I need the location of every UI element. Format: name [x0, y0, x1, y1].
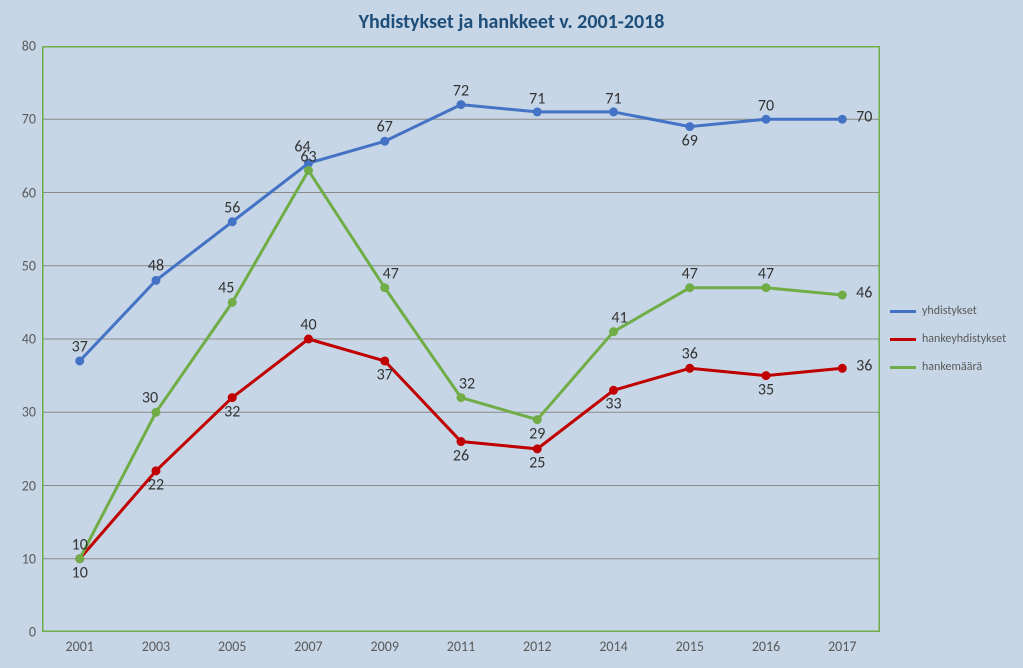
plot-svg	[42, 46, 880, 632]
x-tick-label: 2014	[599, 632, 627, 655]
x-tick-label: 2012	[523, 632, 551, 655]
chart-container: Yhdistykset ja hankkeet v. 2001-2018 010…	[0, 0, 1023, 668]
legend-item: hankemäärä	[890, 360, 1006, 374]
x-tick-label: 2005	[218, 632, 246, 655]
y-tick-label: 80	[22, 38, 42, 55]
x-tick-label: 2016	[752, 632, 780, 655]
x-tick-label: 2011	[447, 632, 475, 655]
x-tick-label: 2015	[676, 632, 704, 655]
chart-title: Yhdistykset ja hankkeet v. 2001-2018	[0, 10, 1023, 34]
legend-item: hankeyhdistykset	[890, 332, 1006, 346]
legend-label: hankemäärä	[922, 360, 982, 374]
legend-swatch	[890, 310, 916, 313]
legend-swatch	[890, 338, 916, 341]
plot-area: 0102030405060708020012003200520072009201…	[42, 46, 880, 632]
y-tick-label: 10	[22, 550, 42, 567]
legend-label: yhdistykset	[922, 304, 977, 318]
y-tick-label: 40	[22, 331, 42, 348]
legend-label: hankeyhdistykset	[922, 332, 1006, 346]
y-tick-label: 60	[22, 184, 42, 201]
y-tick-label: 50	[22, 257, 42, 274]
y-tick-label: 30	[22, 404, 42, 421]
x-tick-label: 2003	[142, 632, 170, 655]
legend-swatch	[890, 366, 916, 369]
x-tick-label: 2007	[294, 632, 322, 655]
x-tick-label: 2017	[828, 632, 856, 655]
y-tick-label: 70	[22, 111, 42, 128]
x-tick-label: 2009	[371, 632, 399, 655]
y-tick-label: 20	[22, 477, 42, 494]
x-tick-label: 2001	[66, 632, 94, 655]
legend-item: yhdistykset	[890, 304, 1006, 318]
y-tick-label: 0	[29, 624, 42, 641]
legend: yhdistykset hankeyhdistykset hankemäärä	[890, 304, 1006, 388]
